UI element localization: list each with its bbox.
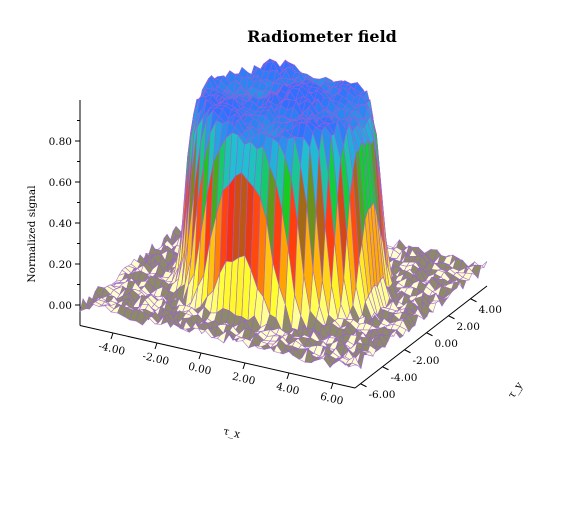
x-tick (286, 372, 290, 380)
x-tick (198, 352, 202, 360)
z-axis-label: Normalized signal (26, 185, 38, 283)
x-tick (242, 362, 246, 370)
x-axis-label: τ_x (222, 425, 241, 441)
y-tick (426, 332, 433, 337)
surface (79, 58, 488, 370)
x-tick (330, 382, 334, 390)
y-tick-label: -2.00 (413, 355, 440, 367)
y-axis-line (354, 285, 488, 389)
y-tick-label: -6.00 (369, 389, 396, 401)
y-tick-label: 4.00 (479, 304, 502, 316)
y-tick-label: 2.00 (457, 321, 480, 333)
y-tick-label: 0.00 (435, 338, 458, 350)
x-tick-label: 6.00 (319, 391, 344, 408)
z-tick-label: 0.20 (49, 259, 72, 271)
x-tick (110, 332, 114, 340)
x-tick-label: 0.00 (187, 361, 212, 378)
x-tick-label: 2.00 (231, 371, 256, 388)
z-tick-label: 0.60 (49, 177, 72, 189)
y-tick (404, 349, 411, 354)
chart-title: Radiometer field (247, 27, 397, 46)
y-axis-label: τ_y (506, 380, 526, 401)
xy-axes: -4.00 -2.00 0.00 2.00 4.00 6.00 -6.00 -4.00 -2.0… (79, 285, 502, 408)
x-tick-label: -4.00 (97, 340, 126, 358)
z-axis: 0.00 0.20 0.40 0.60 0.80 (49, 100, 81, 326)
x-tick-label: 4.00 (275, 381, 300, 398)
x-axis-line (79, 325, 356, 389)
z-tick-label: 0.80 (49, 136, 72, 148)
y-tick-label: -4.00 (391, 372, 418, 384)
x-tick-label: -2.00 (141, 350, 170, 368)
y-tick (382, 366, 389, 371)
y-tick (470, 298, 477, 303)
y-tick (360, 383, 367, 388)
surface-facet (347, 362, 359, 368)
x-tick (154, 342, 158, 350)
z-tick-label: 0.40 (49, 218, 72, 230)
y-tick (448, 315, 455, 320)
z-tick-label: 0.00 (49, 300, 72, 312)
